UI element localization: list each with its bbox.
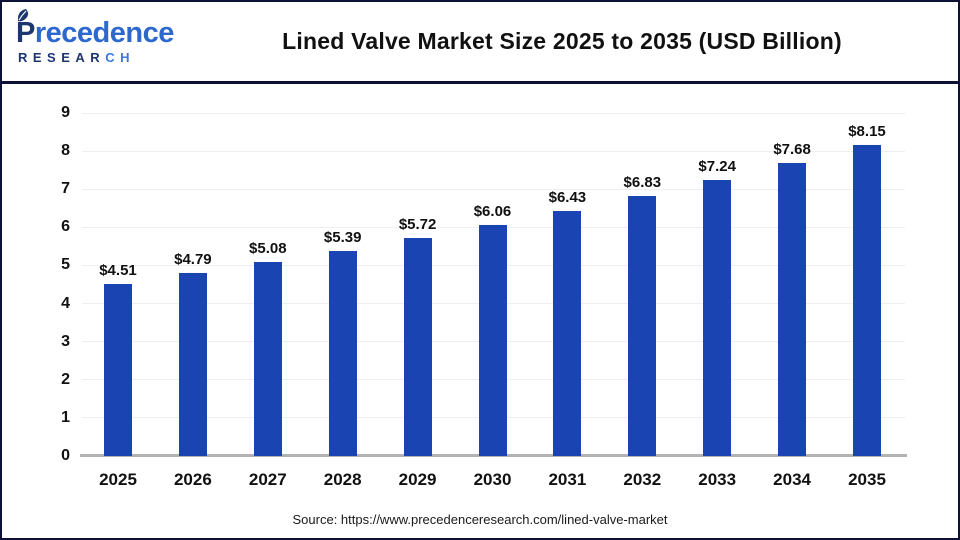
x-tick-label: 2030 [473, 470, 512, 489]
bar-value-label: $4.51 [99, 262, 137, 279]
y-tick-label: 5 [61, 256, 70, 274]
x-tick-label: 2034 [773, 470, 811, 489]
bar-2029 [403, 238, 432, 456]
page-title: Lined Valve Market Size 2025 to 2035 (US… [282, 28, 842, 54]
bar-value-label: $6.83 [623, 174, 662, 191]
bar-2030 [478, 225, 507, 456]
header-divider [2, 81, 958, 84]
gridline [82, 112, 905, 114]
bar-2027 [253, 262, 282, 456]
header: Precedence RESEARCH Lined Valve Market S… [2, 2, 958, 81]
y-tick-label: 1 [61, 408, 70, 426]
bar-2026 [178, 273, 207, 456]
bar-value-label: $5.39 [323, 229, 362, 246]
x-tick-label: 2028 [323, 470, 362, 489]
brand-logo: Precedence RESEARCH [16, 9, 192, 65]
bar-2025 [104, 284, 132, 456]
x-tick-label: 2027 [248, 470, 287, 489]
x-tick-label: 2033 [698, 470, 737, 489]
bar-value-label: $8.15 [848, 123, 886, 140]
bar-value-label: $7.68 [773, 141, 811, 158]
y-tick-label: 4 [61, 294, 70, 312]
y-tick-label: 8 [61, 142, 70, 160]
leaf-icon [17, 9, 29, 22]
x-tick-label: 2029 [398, 470, 437, 489]
bar-2035 [853, 145, 881, 456]
y-tick-label: 0 [61, 447, 70, 464]
gridline [82, 150, 905, 152]
y-tick-label: 2 [61, 370, 70, 388]
brand-wordmark: Precedence [16, 9, 192, 49]
brand-rest: recedence [34, 17, 175, 49]
x-tick-label: 2025 [99, 470, 137, 489]
y-tick-label: 6 [61, 218, 70, 236]
y-tick-label: 7 [61, 180, 70, 198]
bar-value-label: $6.06 [473, 203, 512, 220]
y-tick-label: 3 [61, 332, 70, 350]
bar-value-label: $7.24 [698, 158, 736, 175]
source-note: Source: https://www.precedenceresearch.c… [292, 512, 668, 527]
gridline [82, 188, 905, 190]
bar-value-label: $4.79 [174, 251, 212, 268]
x-tick-label: 2031 [548, 470, 587, 489]
brand-subtitle: RESEARCH [18, 50, 135, 65]
bar-value-label: $5.08 [249, 240, 287, 257]
bar-2034 [778, 163, 807, 456]
y-tick-label: 9 [61, 104, 70, 121]
brand-initial: P [16, 9, 35, 49]
bar-value-label: $6.43 [548, 189, 587, 206]
bar-2032 [628, 196, 657, 456]
bar-value-label: $5.72 [398, 216, 437, 233]
bar-2031 [553, 211, 582, 456]
x-tick-label: 2026 [173, 470, 212, 489]
bar-2028 [328, 251, 357, 456]
x-tick-label: 2032 [623, 470, 662, 489]
bar-2033 [703, 180, 732, 456]
x-tick-label: 2035 [848, 470, 886, 489]
